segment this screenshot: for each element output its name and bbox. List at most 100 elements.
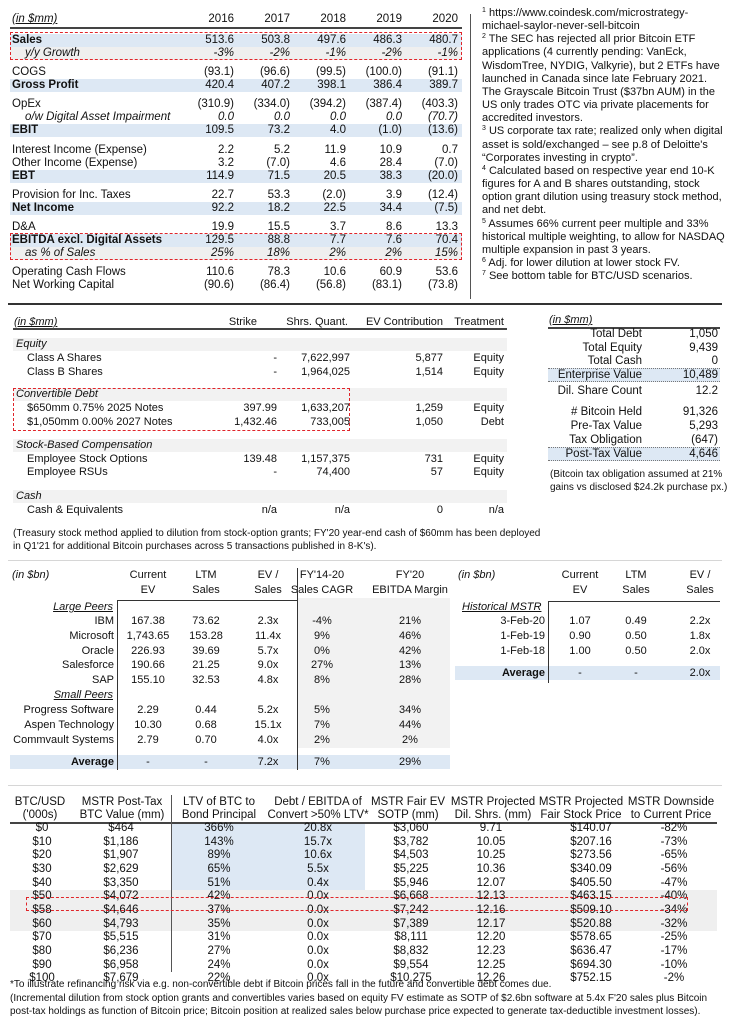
scenario-cell: $6,668	[393, 890, 429, 903]
captable-row-value: Equity	[473, 366, 504, 378]
peer-value: 21%	[398, 615, 422, 627]
ev-summary-label: Total Debt	[590, 328, 642, 340]
scenario-cell: 12.26	[476, 972, 506, 985]
income-row-value: (12.4)	[427, 189, 458, 201]
historical-value: 1.8x	[689, 630, 711, 642]
footnote-divider	[470, 14, 471, 299]
dotted-rule	[548, 368, 720, 382]
peers-header: EV	[140, 584, 156, 596]
scenario-cell: 0.0x	[307, 958, 329, 971]
peers-header: EV /	[257, 569, 279, 581]
peers-header: Sales	[192, 584, 220, 596]
scenario-header: MSTR Post-Tax	[81, 796, 163, 808]
footnote: 4 Calculated based on respective year en…	[482, 165, 722, 216]
scenario-note: post-tax holdings as function of Bitcoin…	[10, 1006, 701, 1017]
captable-row-value: Equity	[473, 352, 504, 364]
scenario-cell: $5,515	[103, 931, 139, 944]
captable-row-value: Debt	[480, 416, 504, 428]
income-row-value: (387.4)	[365, 98, 402, 110]
historical-value: 0.90	[569, 630, 591, 642]
historical-value: 2.0x	[689, 645, 711, 657]
scenario-cell: -2%	[663, 972, 685, 985]
captable-unit-label: (in $mm)	[14, 316, 58, 328]
captable-group-title: Cash	[16, 490, 42, 502]
captable-row-value: 5,877	[415, 352, 443, 364]
historical-date: 1-Feb-19	[500, 630, 545, 642]
peer-value: 1,743.65	[126, 630, 170, 642]
captable-header: Strike	[228, 316, 257, 328]
scenario-cell: $8,111	[394, 931, 428, 944]
captable-row-value: 74,400	[316, 466, 350, 478]
scenario-cell: 24%	[207, 958, 231, 971]
captable-row-label: Employee Stock Options	[27, 453, 148, 465]
scenario-cell: 12.23	[476, 945, 506, 958]
income-row-label: Other Income (Expense)	[12, 157, 138, 169]
scenario-cell: -17%	[660, 945, 688, 958]
scenario-cell: $4,793	[103, 917, 139, 930]
footnote: 3 US corporate tax rate; realized only w…	[482, 125, 723, 163]
income-row-value: 60.9	[379, 266, 402, 278]
peer-name: Progress Software	[23, 704, 114, 716]
peer-name: SAP	[91, 674, 114, 686]
scenario-cell: -47%	[660, 876, 688, 889]
captable-header: Shrs. Quant.	[286, 316, 348, 328]
scenario-cell: $207.16	[570, 835, 612, 848]
ebitda-highlight-box	[10, 233, 462, 260]
peers-header: FY'20	[395, 569, 425, 581]
scenario-cell: -65%	[660, 849, 688, 862]
scenario-header: to Current Price	[630, 809, 712, 821]
captable-row-value: n/a	[488, 504, 504, 516]
income-row-value: 53.6	[435, 266, 458, 278]
historical-box-top	[548, 601, 720, 602]
footnote-number: 3	[482, 125, 486, 133]
peer-value: 5.2x	[257, 704, 279, 716]
peer-value: 2%	[314, 734, 330, 746]
income-row-value: 7.6	[386, 234, 402, 246]
income-row-value: (394.2)	[309, 98, 346, 110]
peer-value: 0.44	[195, 704, 217, 716]
scenario-cell: $4,072	[103, 890, 139, 903]
historical-box-left	[548, 601, 549, 683]
historical-header: EV /	[689, 569, 711, 581]
peer-value: 39.69	[192, 645, 220, 657]
ev-summary-label: Pre-Tax Value	[570, 420, 642, 432]
peer-value: 4.8x	[257, 674, 279, 686]
peer-value: 2.3x	[257, 615, 279, 627]
captable-row-value: n/a	[261, 504, 277, 516]
peer-value: 2.79	[137, 734, 159, 746]
ev-summary-label: Enterprise Value	[557, 369, 642, 381]
captable-row-label: Class B Shares	[27, 366, 103, 378]
footnote[interactable]: 1 https://www.coindesk.com/microstrategy…	[482, 7, 688, 32]
section-divider-3	[8, 785, 722, 786]
captable-note: (Treasury stock method applied to diluti…	[13, 528, 541, 539]
scenario-cell: $273.56	[570, 849, 612, 862]
scenario-cell: $70	[32, 931, 52, 944]
scenario-cell: $80	[32, 945, 52, 958]
scenario-cell: $60	[32, 917, 52, 930]
peer-name: Aspen Technology	[24, 719, 114, 731]
scenario-cell: $30	[32, 863, 52, 875]
footnote-number: 4	[482, 164, 486, 172]
scenario-cell: $10	[32, 835, 52, 848]
income-row-value: 92.2	[211, 202, 234, 214]
captable-row-value: -	[273, 352, 277, 364]
scenario-cell: 12.13	[476, 890, 506, 903]
income-row-label: EBT	[12, 170, 35, 182]
scenario-header: Dil. Shrs. (mm)	[454, 809, 532, 821]
scenario-cell: 35%	[207, 917, 231, 930]
income-row-value: 0.7	[442, 144, 458, 156]
peers-header: EBITDA Margin	[372, 584, 448, 596]
section-divider-1	[8, 303, 722, 305]
peers-header: Sales CAGR	[290, 584, 354, 596]
scenario-cell: $50	[32, 890, 52, 903]
peer-value: 21.25	[192, 659, 220, 671]
income-row-value: 420.4	[205, 79, 234, 91]
income-row-value: 7.7	[330, 234, 346, 246]
income-row-value: 15.5	[267, 221, 290, 233]
captable-row-value: n/a	[334, 504, 350, 516]
income-row-label: Net Income	[12, 202, 74, 214]
peer-value: 8%	[314, 674, 330, 686]
peer-value: 44%	[398, 719, 422, 731]
scenario-cell: $4,503	[393, 849, 429, 862]
captable-group-title: Stock-Based Compensation	[16, 439, 153, 451]
